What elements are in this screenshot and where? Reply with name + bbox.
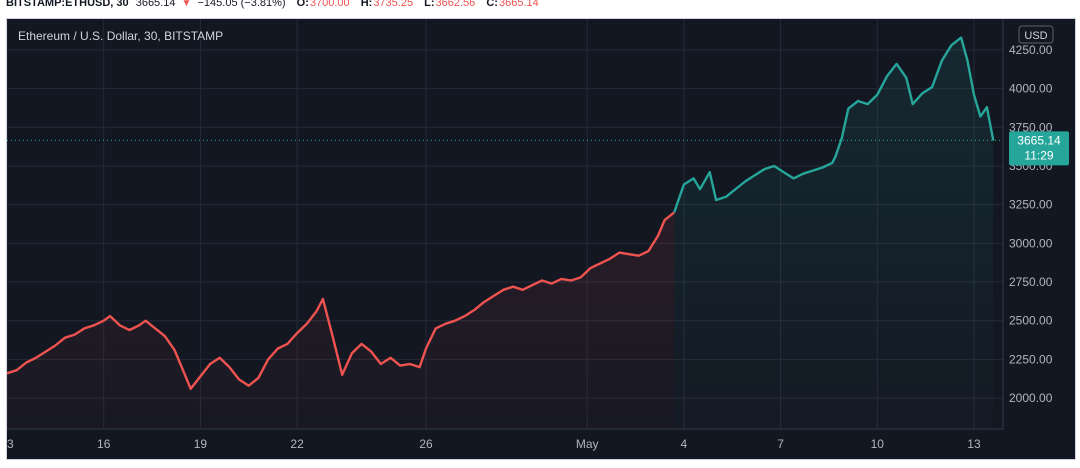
high-value: 3735.25 <box>373 0 414 9</box>
close-label: C: <box>486 0 498 9</box>
x-tick-label: 13 <box>967 437 981 451</box>
symbol-label: BITSTAMP:ETHUSD, 30 <box>6 0 129 9</box>
close-value: 3665.14 <box>498 0 539 9</box>
axes: 2000.00 2250.00 2500.00 2750.00 3000.00 3250.… <box>7 19 1053 451</box>
price-lines <box>7 36 995 390</box>
y-tick-label: 2750.00 <box>1009 275 1053 289</box>
symbol-header: BITSTAMP:ETHUSD, 30 3665.14 ▼ −145.05 (−… <box>0 0 1080 14</box>
series-line <box>7 211 675 390</box>
x-tick-label: May <box>576 437 599 451</box>
currency-badge[interactable]: USD <box>1018 25 1054 44</box>
x-tick-label: 26 <box>419 437 433 451</box>
currency-label: USD <box>1024 30 1047 42</box>
series-area <box>674 37 994 429</box>
low-label: L: <box>424 0 435 9</box>
series-area <box>7 212 675 429</box>
last-price-tag: 3665.14 11:29 <box>1009 131 1069 166</box>
chart-title: Ethereum / U.S. Dollar, 30, BITSTAMP <box>18 29 223 43</box>
last-price-label: 3665.14 <box>1017 133 1061 147</box>
footer-strip <box>0 460 1080 468</box>
y-tick-label: 3750.00 <box>1009 120 1053 134</box>
open-value: 3700.00 <box>309 0 350 9</box>
x-tick-label: 7 <box>777 437 784 451</box>
y-tick-label: 3250.00 <box>1009 198 1053 212</box>
bar-countdown: 11:29 <box>1024 148 1053 162</box>
x-tick-label: 22 <box>290 437 304 451</box>
x-tick-label: 4 <box>681 437 688 451</box>
x-tick-label: 16 <box>97 437 111 451</box>
y-tick-label: 2250.00 <box>1009 352 1053 366</box>
price-chart[interactable]: 2000.00 2250.00 2500.00 2750.00 3000.00 3250.… <box>6 18 1076 460</box>
last-price-text: 3665.14 <box>135 0 176 9</box>
y-tick-label: 2000.00 <box>1009 391 1053 405</box>
down-arrow-icon: ▼ <box>181 0 192 9</box>
y-tick-label: 4000.00 <box>1009 82 1053 96</box>
x-tick-label: 10 <box>871 437 885 451</box>
x-tick-label: 19 <box>194 437 208 451</box>
open-label: O: <box>296 0 309 9</box>
y-tick-label: 2500.00 <box>1009 314 1053 328</box>
y-tick-label: 4250.00 <box>1009 43 1053 57</box>
x-tick-label: 13 <box>7 437 14 451</box>
chart-canvas[interactable]: 2000.00 2250.00 2500.00 2750.00 3000.00 3250.… <box>7 19 1075 459</box>
y-tick-label: 3000.00 <box>1009 236 1053 250</box>
area-fills <box>7 37 994 429</box>
high-label: H: <box>360 0 373 9</box>
low-value: 3662.56 <box>435 0 476 9</box>
series-line <box>673 36 995 213</box>
price-change-text: −145.05 (−3.81%) <box>197 0 286 9</box>
